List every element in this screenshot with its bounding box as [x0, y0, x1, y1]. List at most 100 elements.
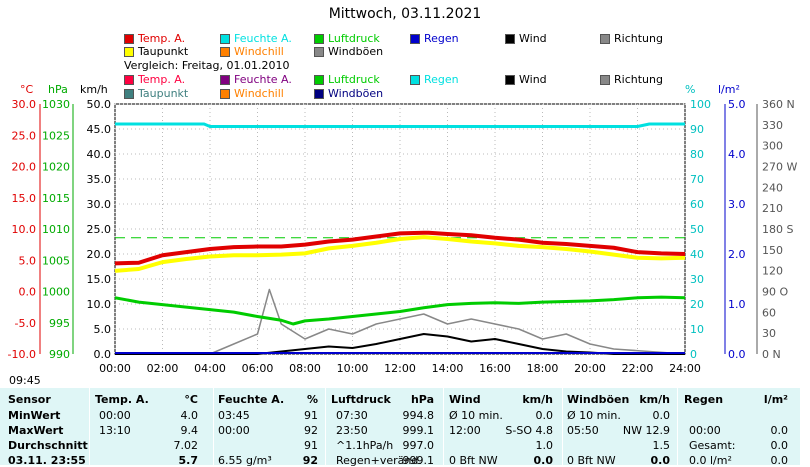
compare-legend-label: Richtung — [614, 73, 663, 86]
table-cell: 0.0 — [652, 409, 671, 422]
dir-tick: 60 — [762, 306, 776, 319]
press-tick: 1015 — [42, 192, 70, 205]
table-cell: 13:10 — [99, 424, 131, 437]
compare-legend-item: Temp. A. — [124, 73, 185, 86]
table-cell: 00:00 — [99, 409, 131, 422]
time-tick: 06:00 — [242, 362, 274, 375]
time-tick: 18:00 — [527, 362, 559, 375]
table-cell: 0.0 — [770, 454, 789, 467]
table-cell: 23:50 — [336, 424, 368, 437]
time-tick: 12:00 — [384, 362, 416, 375]
legend-item: Richtung — [600, 32, 663, 45]
table-cell: 07:30 — [336, 409, 368, 422]
temp-unit: °C — [20, 83, 34, 96]
table-cell: 0.0 l/m² — [689, 454, 732, 467]
table-cell: 5.7 — [178, 454, 199, 467]
compare-legend-swatch — [220, 88, 230, 99]
table-cell: 1.0 — [535, 439, 554, 452]
table-cell: 92 — [302, 454, 318, 467]
compare-legend-item: Wind — [505, 73, 547, 86]
wind-tick: 40.0 — [87, 148, 112, 161]
dir-tick: 330 — [762, 119, 783, 132]
dir-tick: 240 — [762, 181, 783, 194]
wind-tick: 5.0 — [94, 323, 112, 336]
compare-legend-item: Windchill — [220, 87, 284, 100]
table-cell: 999.1 — [402, 424, 435, 437]
dir-tick: 0 N — [762, 348, 781, 361]
legend-swatch — [314, 46, 324, 57]
table-header: km/h — [639, 393, 670, 406]
legend-swatch — [314, 33, 324, 44]
time-tick: 22:00 — [622, 362, 654, 375]
wind-tick: 35.0 — [87, 173, 112, 186]
rain-unit: l/m² — [718, 83, 740, 96]
legend-item: Feuchte A. — [220, 32, 292, 45]
stats-table — [0, 388, 800, 465]
table-row-label: MinWert — [8, 409, 61, 422]
legend-label: Feuchte A. — [234, 32, 292, 45]
temp-tick: 10.0 — [12, 223, 37, 236]
compare-legend-item: Feuchte A. — [220, 73, 292, 86]
temp-tick: 30.0 — [12, 98, 37, 111]
legend-label: Richtung — [614, 32, 663, 45]
hum-tick: 70 — [690, 173, 704, 186]
compare-legend-swatch — [124, 88, 134, 99]
dir-tick: 300 — [762, 140, 783, 153]
legend-label: Taupunkt — [138, 45, 189, 58]
rain-tick: 3.0 — [728, 198, 746, 211]
compare-legend-label: Luftdruck — [328, 73, 380, 86]
compare-legend-label: Windchill — [234, 87, 284, 100]
table-cell: Ø 10 min. — [449, 409, 503, 422]
compare-legend-swatch — [220, 74, 230, 85]
legend-swatch — [124, 46, 134, 57]
compare-legend-swatch — [314, 88, 324, 99]
hum-tick: 20 — [690, 298, 704, 311]
time-tick: 00:00 — [99, 362, 131, 375]
table-cell: 9.4 — [180, 424, 199, 437]
table-cell: 0.0 — [770, 439, 789, 452]
compare-legend-label: Wind — [519, 73, 547, 86]
table-cell: 0 Bft NW — [567, 454, 616, 467]
table-divider — [325, 388, 326, 465]
table-cell: 92 — [304, 424, 318, 437]
table-divider — [89, 388, 90, 465]
table-cell: S-SO 4.8 — [505, 424, 553, 437]
legend-label: Windböen — [328, 45, 384, 58]
compare-legend-item: Regen — [410, 73, 459, 86]
compare-legend-swatch — [314, 74, 324, 85]
compare-legend-label: Windböen — [328, 87, 384, 100]
weather-chart: 30.025.020.015.010.05.00.0-5.0-10.010301… — [8, 98, 798, 375]
press-tick: 1030 — [42, 98, 70, 111]
time-tick: 16:00 — [479, 362, 511, 375]
temp-tick: 15.0 — [12, 192, 37, 205]
compare-label: Vergleich: Freitag, 01.01.2010 — [124, 59, 290, 72]
temp-tick: -10.0 — [8, 348, 36, 361]
legend-item: Taupunkt — [124, 45, 188, 58]
time-tick: 04:00 — [194, 362, 226, 375]
dir-tick: 210 — [762, 202, 783, 215]
table-header: Sensor — [8, 393, 51, 406]
wind-tick: 50.0 — [87, 98, 112, 111]
table-cell: 1.5 — [652, 439, 671, 452]
series-line-feuchte-a- — [115, 122, 685, 128]
compare-legend-label: Regen — [424, 73, 459, 86]
compare-legend-item: Richtung — [600, 73, 663, 86]
legend-item: Luftdruck — [314, 32, 380, 45]
table-cell: 03:45 — [218, 409, 250, 422]
table-divider — [677, 388, 678, 465]
press-tick: 1000 — [42, 286, 70, 299]
time-tick: 10:00 — [337, 362, 369, 375]
table-header: km/h — [522, 393, 553, 406]
dir-tick: 30 — [762, 327, 776, 340]
table-cell: 0.0 — [650, 454, 671, 467]
compare-legend-swatch — [505, 74, 515, 85]
table-cell: ^1.1hPa/h — [336, 439, 394, 452]
dir-tick: 270 W — [762, 161, 797, 174]
table-header: Windböen — [567, 393, 630, 406]
time-tick: 24:00 — [669, 362, 701, 375]
dir-tick: 120 — [762, 265, 783, 278]
wind-unit: km/h — [80, 83, 108, 96]
dir-tick: 180 S — [762, 223, 793, 236]
compare-legend-swatch — [410, 74, 420, 85]
temp-tick: 25.0 — [12, 129, 37, 142]
